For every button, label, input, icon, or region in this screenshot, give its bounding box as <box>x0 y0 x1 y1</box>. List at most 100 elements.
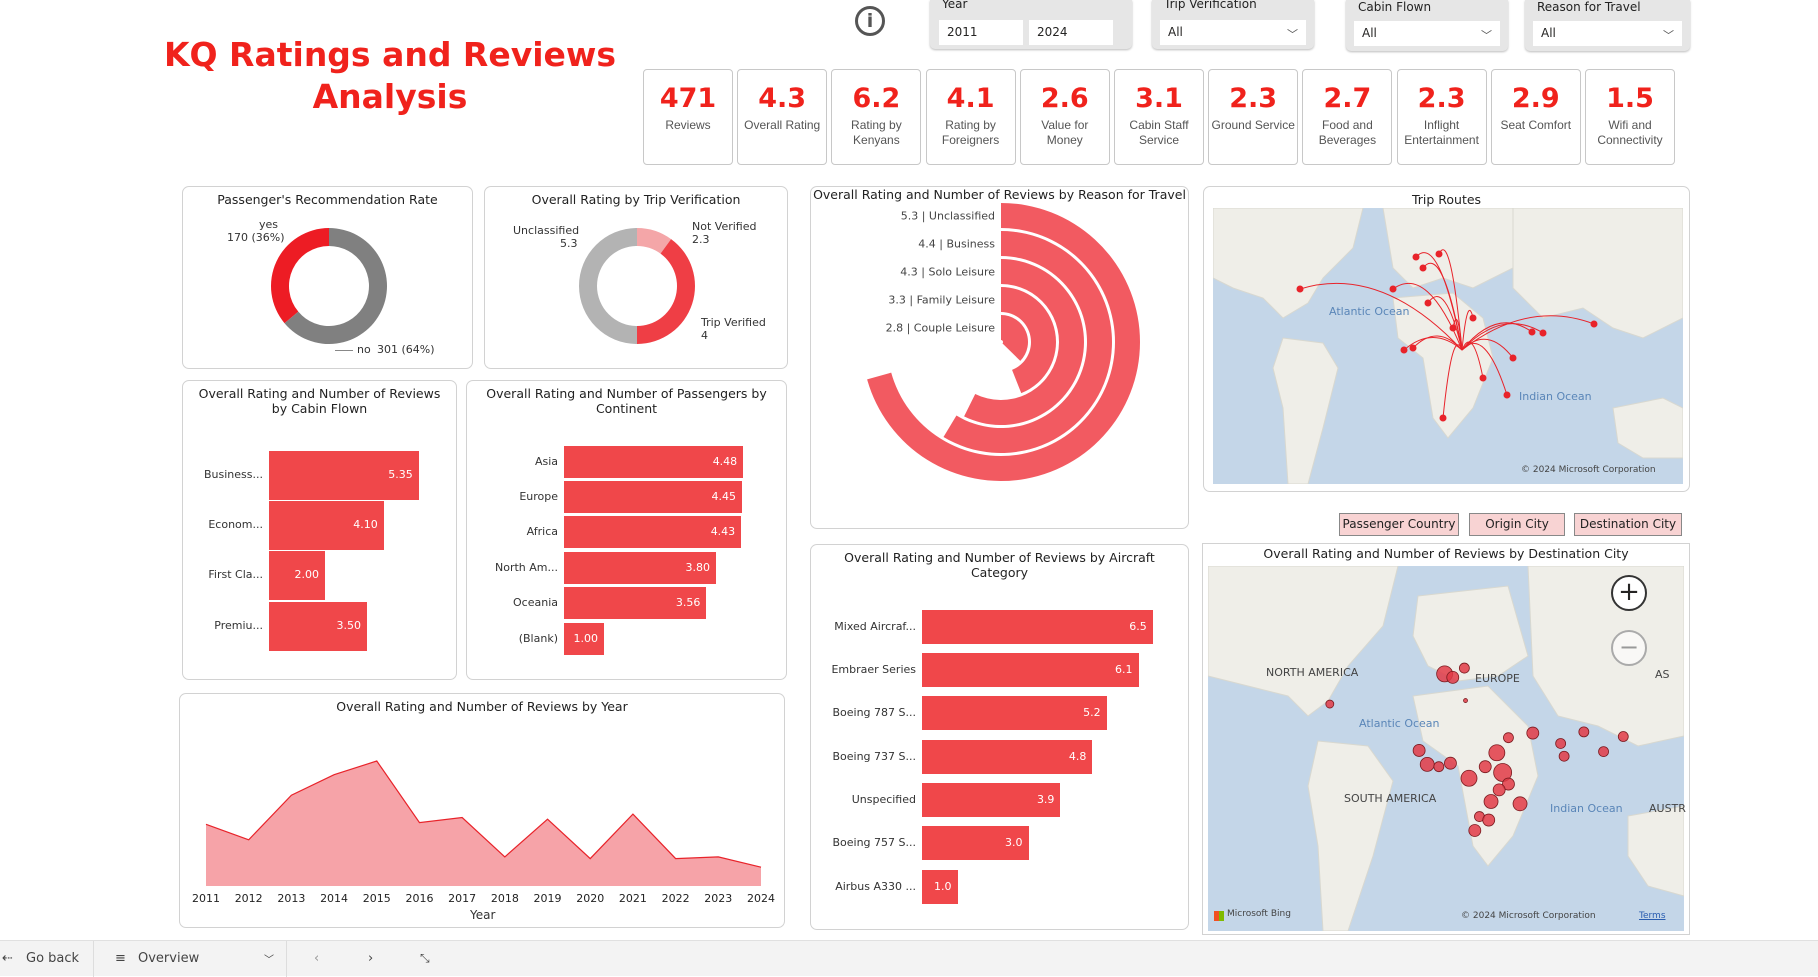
terms-link[interactable]: Terms <box>1639 911 1666 921</box>
route-point <box>1539 329 1547 337</box>
bar[interactable] <box>564 552 716 584</box>
chevron-down-icon: ﹀ <box>1287 28 1298 41</box>
destination-bubble <box>1526 726 1540 740</box>
route-line <box>1392 283 1463 351</box>
divider <box>93 941 94 977</box>
bar[interactable] <box>922 610 1153 644</box>
page-list-icon: ≡ <box>115 951 126 966</box>
collapse-icon[interactable]: ⤡ <box>420 951 430 965</box>
bar-category-label: North Am... <box>495 561 558 574</box>
cabin-panel: Overall Rating and Number of Reviews by … <box>182 380 457 680</box>
x-tick-label: 2016 <box>405 892 433 905</box>
bar[interactable] <box>269 550 325 600</box>
next-page-icon[interactable]: › <box>368 951 374 966</box>
zoom-in-button[interactable]: + <box>1611 575 1647 611</box>
bar[interactable] <box>922 783 1061 817</box>
reason-value: All <box>1541 26 1556 40</box>
trip-routes-map[interactable] <box>1213 208 1683 484</box>
cabin-title: Overall Rating and Number of Reviews by … <box>198 386 441 416</box>
route-line <box>1403 337 1463 351</box>
unclassified-label: Unclassified <box>513 224 580 237</box>
bar[interactable] <box>269 500 384 550</box>
bar[interactable] <box>269 601 367 651</box>
area-fill <box>206 761 761 886</box>
aircraft-panel: Overall Rating and Number of Reviews by … <box>810 544 1189 930</box>
asia <box>1512 208 1683 339</box>
bottom-bar: ⇠ Go back ≡ Overview ﹀ ‹ › ⤡ <box>0 940 1818 977</box>
bar[interactable] <box>564 623 604 655</box>
page-title: KQ Ratings and Reviews Analysis <box>163 35 617 116</box>
bar[interactable] <box>564 481 742 513</box>
kpi-value: 6.2 <box>852 83 901 114</box>
kpi-card: 2.3 Inflight Entertainment <box>1396 69 1487 165</box>
bar-value-label: 3.80 <box>685 561 711 574</box>
destination-map[interactable] <box>1208 566 1684 931</box>
bar[interactable] <box>922 653 1139 687</box>
bar-category-label: Oceania <box>513 596 558 609</box>
bar[interactable] <box>564 446 744 478</box>
bar[interactable] <box>922 696 1107 730</box>
trip-verified-label: Trip Verified <box>701 316 766 329</box>
destination-bubble <box>1555 738 1567 749</box>
bar-category-label: First Cla... <box>208 568 263 581</box>
destination-bubble <box>1503 732 1514 744</box>
x-axis-title: Year <box>470 908 496 922</box>
page-selector[interactable]: Overview <box>138 951 200 966</box>
route-line <box>1427 296 1463 351</box>
x-tick-label: 2011 <box>192 892 220 905</box>
zoom-out-button[interactable]: − <box>1611 630 1647 666</box>
kpi-value: 4.1 <box>946 83 995 114</box>
bar-category-label: Boeing 787 S... <box>832 706 916 719</box>
year-from-input[interactable]: 2011 <box>939 20 1023 45</box>
kpi-value: 2.3 <box>1229 83 1278 114</box>
origin-city-button[interactable]: Origin City <box>1469 513 1565 536</box>
chevron-down-icon[interactable]: ﹀ <box>264 955 274 966</box>
map-copyright: © 2024 Microsoft Corporation <box>1521 465 1656 475</box>
bar[interactable] <box>922 870 958 904</box>
route-point <box>1412 253 1420 261</box>
destination-city-button[interactable]: Destination City <box>1574 513 1682 536</box>
donut-slice-yes <box>271 228 329 324</box>
kpi-value: 2.3 <box>1417 83 1466 114</box>
year-slicer-label: Year <box>942 0 968 11</box>
destination-bubble <box>1478 760 1492 774</box>
bar-category-label: Mixed Aircraf... <box>834 620 916 633</box>
trip-verification-dropdown[interactable]: All ﹀ <box>1160 20 1306 45</box>
destination-bubble <box>1458 662 1470 674</box>
x-tick-label: 2015 <box>363 892 391 905</box>
bar[interactable] <box>269 450 419 500</box>
route-point <box>1409 344 1417 352</box>
kpi-label: Ground Service <box>1211 118 1295 132</box>
route-point <box>1449 324 1457 332</box>
kpi-value: 471 <box>659 83 717 114</box>
kpi-value: 4.3 <box>758 83 807 114</box>
bar-value-label: 4.48 <box>712 455 738 468</box>
reason-dropdown[interactable]: All ﹀ <box>1533 21 1682 46</box>
bar[interactable] <box>564 587 707 619</box>
bar[interactable] <box>922 826 1029 860</box>
go-back-button[interactable]: Go back <box>26 951 80 966</box>
x-tick-label: 2020 <box>576 892 604 905</box>
year-to-input[interactable]: 2024 <box>1029 20 1113 45</box>
bar-value-label: 5.2 <box>1083 706 1101 719</box>
info-icon[interactable]: i <box>855 6 885 36</box>
area-line <box>205 760 762 868</box>
bar-value-label: 1.0 <box>934 880 952 893</box>
previous-page-icon[interactable]: ‹ <box>314 951 320 966</box>
recommendation-title: Passenger's Recommendation Rate <box>217 192 438 207</box>
cabin-flown-dropdown[interactable]: All ﹀ <box>1354 21 1500 46</box>
chevron-down-icon: ﹀ <box>1481 29 1492 42</box>
x-tick-label: 2024 <box>747 892 775 905</box>
bar[interactable] <box>922 740 1093 774</box>
europe <box>1412 585 1529 682</box>
bar-category-label: Africa <box>526 525 558 538</box>
bar-value-label: 4.10 <box>353 518 378 531</box>
kpi-value: 2.9 <box>1511 83 1560 114</box>
passenger-country-button[interactable]: Passenger Country <box>1339 513 1459 536</box>
donut-slice-unclassified <box>579 228 637 344</box>
radial-label: 5.3 | Unclassified <box>901 210 995 223</box>
radial-label: 4.4 | Business <box>918 238 995 251</box>
kpi-card: 3.1 Cabin Staff Service <box>1114 69 1204 165</box>
bar[interactable] <box>564 516 742 548</box>
destination-bubble <box>1433 761 1445 773</box>
